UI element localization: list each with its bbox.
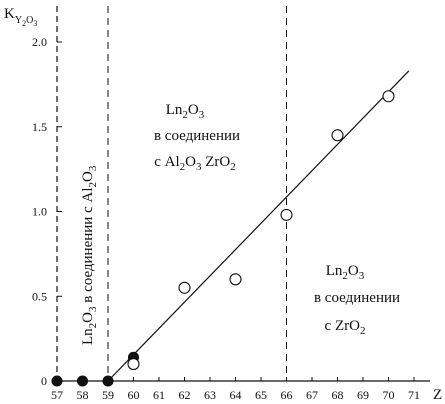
y-tick-label: 1.5 — [32, 120, 47, 134]
annotation-right-line1-part: O — [348, 263, 359, 279]
x-tick-label: 61 — [153, 388, 165, 402]
y-axis-label: KY2O3 — [4, 6, 37, 28]
y-tick-label: 0 — [41, 374, 47, 388]
reference-lines — [107, 6, 287, 381]
annotation-vertical-group: Ln2O3 в соединении с Al2O3 — [80, 165, 99, 345]
x-tick-label: 69 — [357, 388, 369, 402]
annotation-right-line3: с ZrO2 — [325, 318, 366, 337]
y-axis-label-sub: Y — [15, 15, 22, 26]
data-points — [51, 90, 395, 387]
annotation-middle-line3: с Al2O3 ZrO2 — [154, 154, 236, 173]
annotation-middle-line1-part: 2 — [182, 109, 188, 121]
annotation-middle-line2: в соединении — [154, 128, 240, 144]
fit-line-group — [107, 70, 410, 382]
x-tick-label: 65 — [255, 388, 267, 402]
data-point-open — [127, 357, 140, 371]
x-axis-label: Z — [433, 387, 442, 403]
data-point-filled — [76, 375, 89, 387]
data-point-filled — [102, 375, 114, 387]
annotation-middle-line1-part: Ln — [166, 102, 183, 118]
annotation-middle-line3-part: с Al — [154, 154, 179, 170]
x-tick-label: 63 — [204, 388, 216, 402]
annotation-right-line2: в соединении — [314, 290, 400, 306]
data-point-open — [382, 90, 395, 103]
annotation-right-line2-part: в соединении — [314, 290, 400, 306]
x-tick-label: 62 — [179, 388, 191, 402]
annotation-vertical: Ln2O3 в соединении с Al2O3 — [80, 165, 99, 345]
annotation-right-line3-part: с ZrO — [325, 318, 361, 334]
y-axis-label-sub: 2 — [22, 19, 26, 28]
x-tick-label: 58 — [77, 388, 89, 402]
annotation-middle-line1: Ln2O3 — [166, 102, 205, 121]
annotation-right-line1-part: 3 — [359, 270, 365, 282]
annotation-vertical-part: O — [80, 171, 96, 182]
annotation-vertical-part: Ln — [80, 328, 96, 345]
data-point-open — [331, 129, 344, 142]
x-tick-label: 68 — [332, 388, 344, 402]
annotation-vertical-part: 3 — [87, 306, 99, 312]
y-axis-label-sub: 3 — [33, 19, 37, 28]
annotation-middle-line3-part: 2 — [180, 161, 186, 173]
x-tick-label: 67 — [306, 388, 318, 402]
annotation-right-line1-part: Ln — [326, 263, 343, 279]
y-tick-label: 2.0 — [32, 35, 47, 49]
x-tick-label: 71 — [408, 388, 420, 402]
y-axis-label-sub: O — [26, 15, 33, 26]
annotation-vertical-part: 2 — [87, 323, 99, 329]
annotation-middle-line1-part: O — [188, 102, 199, 118]
fit-line — [107, 70, 410, 382]
y-tick-label: 1.0 — [32, 205, 47, 219]
annotation-vertical-part: 3 — [87, 165, 99, 171]
x-tick-label: 66 — [281, 388, 293, 402]
axes — [56, 6, 430, 382]
x-tick-label: 57 — [51, 388, 63, 402]
y-tick-label: 0.5 — [32, 289, 47, 303]
annotation-middle-line3-part: ZrO — [202, 154, 231, 170]
data-point-open — [280, 208, 293, 221]
annotation-middle-line3-part: 3 — [196, 161, 202, 173]
annotation-right-line1-part: 2 — [342, 270, 348, 282]
annotation-right-line3-part: 2 — [360, 325, 366, 337]
x-tick-label: 59 — [102, 388, 114, 402]
data-point-open — [229, 273, 242, 286]
annotation-middle-line3-part: O — [185, 154, 196, 170]
x-tick-label: 60 — [128, 388, 140, 402]
x-tick-label: 64 — [230, 388, 242, 402]
annotation-vertical-part: O — [80, 312, 96, 323]
x-tick-label: 70 — [383, 388, 395, 402]
data-point-filled — [51, 375, 63, 387]
annotation-vertical-part: 2 — [87, 182, 99, 188]
annotation-right-line1: Ln2O3 — [326, 263, 365, 282]
annotation-middle-line3-part: 2 — [230, 161, 236, 173]
annotation-middle-line2-part: в соединении — [154, 128, 240, 144]
annotation-vertical-part: в соединении с Al — [80, 188, 96, 307]
labels: 0 0.5 1.0 1.5 2.0 57 58 59 60 61 62 63 64 65 66 67 68 69 7… — [4, 6, 442, 403]
annotation-middle-line1-part: 3 — [199, 109, 205, 121]
data-point-open — [178, 281, 191, 294]
